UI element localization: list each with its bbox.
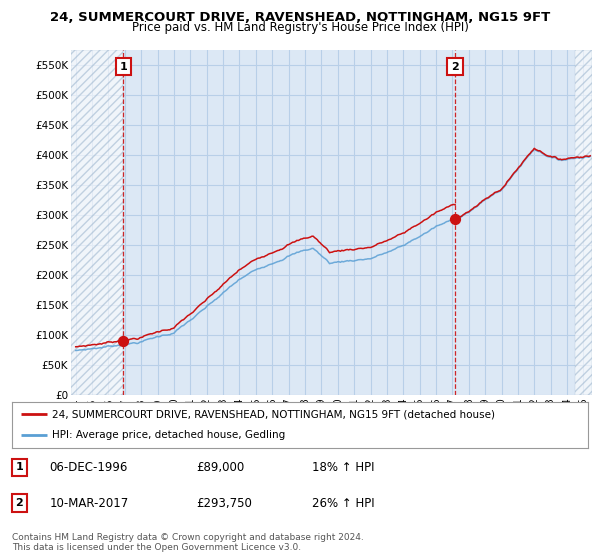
Text: Price paid vs. HM Land Registry's House Price Index (HPI): Price paid vs. HM Land Registry's House … bbox=[131, 21, 469, 34]
Text: 10-MAR-2017: 10-MAR-2017 bbox=[49, 497, 128, 510]
Text: 18% ↑ HPI: 18% ↑ HPI bbox=[311, 461, 374, 474]
Bar bbox=[575, 50, 592, 395]
Text: Contains HM Land Registry data © Crown copyright and database right 2024.: Contains HM Land Registry data © Crown c… bbox=[12, 533, 364, 542]
Text: £293,750: £293,750 bbox=[196, 497, 252, 510]
Text: 2: 2 bbox=[16, 498, 23, 508]
Point bbox=[119, 337, 128, 346]
Text: £89,000: £89,000 bbox=[196, 461, 245, 474]
Text: This data is licensed under the Open Government Licence v3.0.: This data is licensed under the Open Gov… bbox=[12, 543, 301, 552]
Text: 26% ↑ HPI: 26% ↑ HPI bbox=[311, 497, 374, 510]
Text: 24, SUMMERCOURT DRIVE, RAVENSHEAD, NOTTINGHAM, NG15 9FT (detached house): 24, SUMMERCOURT DRIVE, RAVENSHEAD, NOTTI… bbox=[52, 409, 496, 419]
Point bbox=[451, 214, 460, 223]
Text: 24, SUMMERCOURT DRIVE, RAVENSHEAD, NOTTINGHAM, NG15 9FT: 24, SUMMERCOURT DRIVE, RAVENSHEAD, NOTTI… bbox=[50, 11, 550, 24]
Text: 1: 1 bbox=[119, 62, 127, 72]
Text: HPI: Average price, detached house, Gedling: HPI: Average price, detached house, Gedl… bbox=[52, 431, 286, 441]
Text: 1: 1 bbox=[16, 462, 23, 472]
Text: 06-DEC-1996: 06-DEC-1996 bbox=[49, 461, 128, 474]
Text: 2: 2 bbox=[451, 62, 459, 72]
Bar bbox=[71, 50, 124, 395]
